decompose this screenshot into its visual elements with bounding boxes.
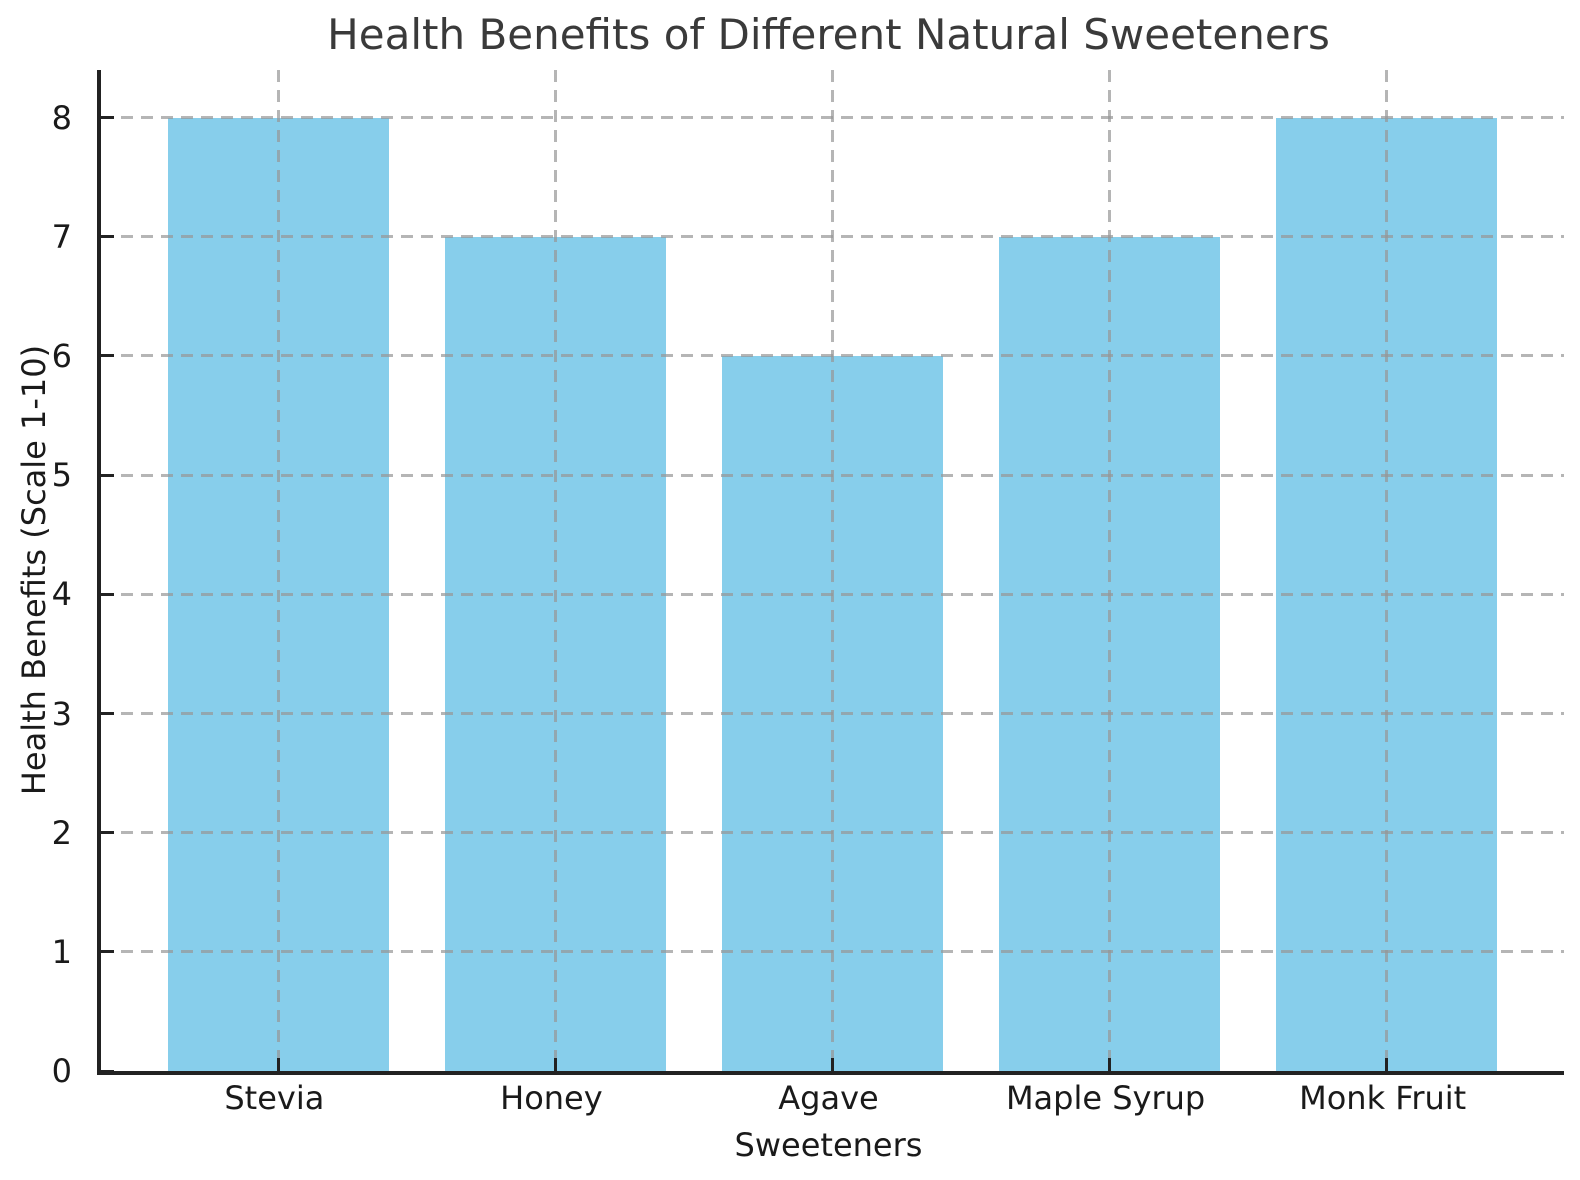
y-tick-label-3: 3 bbox=[51, 694, 72, 733]
gridline-v-stevia bbox=[276, 70, 280, 1071]
y-axis-title: Health Benefits (Scale 1-10) bbox=[15, 344, 53, 796]
plot-area bbox=[97, 70, 1564, 1075]
y-axis-tick-labels: 0 1 2 3 4 5 6 7 8 bbox=[0, 70, 86, 1087]
y-tick-label-2: 2 bbox=[51, 813, 72, 852]
x-axis-title: Sweeteners bbox=[734, 1126, 923, 1164]
chart-title: Health Benefits of Different Natural Swe… bbox=[327, 10, 1330, 59]
gridline-v-honey bbox=[553, 70, 557, 1071]
y-tick-3 bbox=[101, 712, 114, 715]
x-tick-monk-fruit bbox=[1385, 1058, 1389, 1071]
y-tick-2 bbox=[101, 831, 114, 835]
y-tick-6 bbox=[101, 354, 114, 358]
y-tick-7 bbox=[101, 235, 114, 239]
x-tick-label-maple-syrup: Maple Syrup bbox=[1005, 1079, 1206, 1117]
x-tick-agave bbox=[831, 1058, 834, 1071]
y-tick-1 bbox=[101, 950, 114, 954]
x-tick-label-monk-fruit: Monk Fruit bbox=[1299, 1079, 1467, 1117]
y-tick-label-6: 6 bbox=[51, 337, 72, 375]
y-tick-label-4: 4 bbox=[51, 575, 72, 614]
gridline-v-monk-fruit bbox=[1385, 70, 1389, 1071]
y-tick-label-0: 0 bbox=[51, 1052, 72, 1090]
gridline-v-agave bbox=[831, 70, 834, 1071]
x-axis-tick-labels: Stevia Honey Agave Maple Syrup Monk Fruit bbox=[97, 1082, 1560, 1124]
y-tick-label-1: 1 bbox=[51, 932, 72, 971]
x-tick-label-stevia: Stevia bbox=[224, 1079, 325, 1117]
y-tick-4 bbox=[101, 592, 114, 596]
x-tick-honey bbox=[553, 1058, 557, 1071]
y-tick-0 bbox=[101, 1069, 114, 1073]
y-tick-label-5: 5 bbox=[51, 456, 72, 495]
x-tick-label-honey: Honey bbox=[500, 1079, 603, 1117]
y-tick-8 bbox=[101, 116, 114, 120]
y-tick-label-7: 7 bbox=[51, 217, 72, 256]
gridline-v-maple-syrup bbox=[1108, 70, 1112, 1071]
x-tick-label-agave: Agave bbox=[778, 1079, 879, 1117]
y-tick-label-8: 8 bbox=[51, 98, 72, 137]
y-tick-5 bbox=[101, 473, 114, 477]
x-tick-maple-syrup bbox=[1108, 1058, 1112, 1071]
x-tick-stevia bbox=[276, 1058, 280, 1071]
